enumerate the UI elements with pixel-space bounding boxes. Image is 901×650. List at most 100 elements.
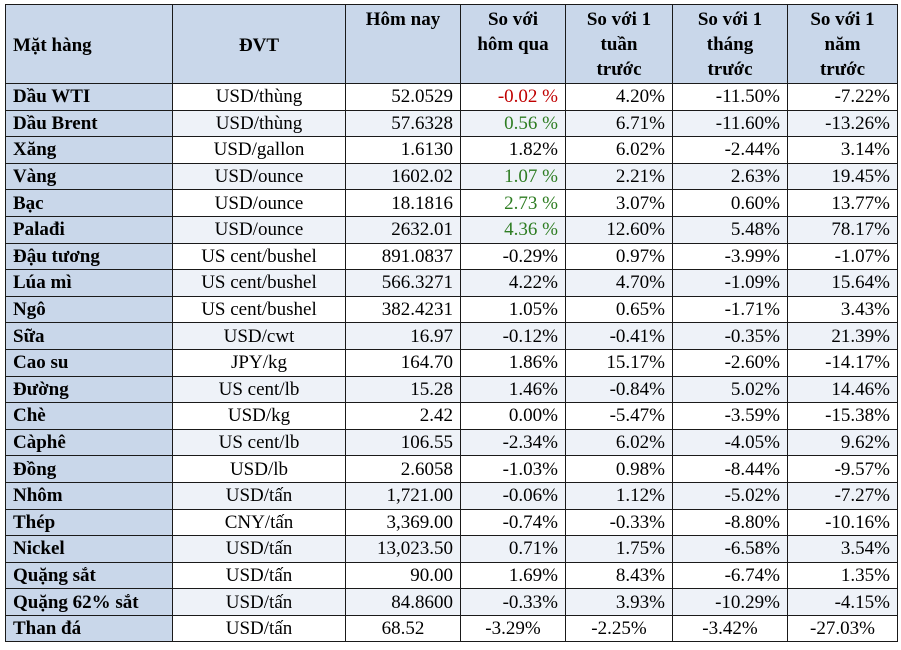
unit-cell: US cent/lb [172, 375, 346, 404]
vs-week: 12.60% [565, 215, 673, 244]
vs-year: 3.43% [787, 295, 898, 324]
vs-month: 5.02% [672, 375, 788, 404]
vs-month: -3.42% [672, 614, 788, 643]
vs-month: 0.60% [672, 189, 788, 217]
unit-cell: USD/cwt [172, 322, 346, 350]
vs-week: 8.43% [565, 561, 673, 590]
commodity-name: Than đá [5, 614, 173, 643]
vs-week: -5.47% [565, 402, 673, 430]
vs-yesterday: 0.56 % [460, 109, 566, 138]
table-row: Dầu WTI USD/thùng 52.0529 -0.02 % 4.20% -11.5… [5, 83, 898, 111]
table-row: Ngô US cent/bushel 382.4231 1.05% 0.65% -1.71… [5, 295, 898, 324]
vs-month: 5.48% [672, 215, 788, 244]
table-row: Sữa USD/cwt 16.97 -0.12% -0.41% -0.35% 21.39% [5, 322, 898, 350]
vs-yesterday: -0.12% [460, 322, 566, 350]
unit-cell: USD/tấn [172, 535, 346, 563]
unit-cell: USD/tấn [172, 561, 346, 590]
vs-week: 15.17% [565, 348, 673, 377]
vs-month: -5.02% [672, 481, 788, 510]
commodity-name: Quặng 62% sắt [5, 588, 173, 616]
vs-year: 19.45% [787, 162, 898, 191]
vs-yesterday: 1.46% [460, 375, 566, 404]
today-price: 18.1816 [345, 189, 461, 217]
unit-cell: USD/gallon [172, 136, 346, 164]
commodity-name: Chè [5, 402, 173, 430]
today-price: 891.0837 [345, 242, 461, 271]
unit-cell: US cent/bushel [172, 269, 346, 297]
today-price: 1602.02 [345, 162, 461, 191]
unit-cell: USD/ounce [172, 189, 346, 217]
commodity-name: Cao su [5, 348, 173, 377]
vs-yesterday: 2.73 % [460, 189, 566, 217]
vs-week: -0.33% [565, 508, 673, 537]
vs-month: -2.60% [672, 348, 788, 377]
vs-month: -3.59% [672, 402, 788, 430]
commodity-name: Vàng [5, 162, 173, 191]
unit-cell: JPY/kg [172, 348, 346, 377]
vs-week: 4.70% [565, 269, 673, 297]
vs-year: 3.14% [787, 136, 898, 164]
vs-week: 1.12% [565, 481, 673, 510]
commodity-name: Nhôm [5, 481, 173, 510]
vs-week: 3.93% [565, 588, 673, 616]
vs-year: 21.39% [787, 322, 898, 350]
vs-month: -10.29% [672, 588, 788, 616]
vs-yesterday: 1.82% [460, 136, 566, 164]
vs-year: 1.35% [787, 561, 898, 590]
vs-month: -1.09% [672, 269, 788, 297]
header-today: Hôm nay [345, 4, 461, 84]
commodity-name: Xăng [5, 136, 173, 164]
vs-yesterday: 4.36 % [460, 215, 566, 244]
today-price: 1,721.00 [345, 481, 461, 510]
vs-week: 6.71% [565, 109, 673, 138]
today-price: 2.42 [345, 402, 461, 430]
table-row: Đậu tương US cent/bushel 891.0837 -0.29% 0.9… [5, 242, 898, 271]
vs-year: -14.17% [787, 348, 898, 377]
vs-year: -15.38% [787, 402, 898, 430]
vs-yesterday: 4.22% [460, 269, 566, 297]
vs-yesterday: -1.03% [460, 455, 566, 483]
vs-month: -6.58% [672, 535, 788, 563]
vs-week: 2.21% [565, 162, 673, 191]
unit-cell: USD/tấn [172, 481, 346, 510]
vs-year: -27.03% [787, 614, 898, 643]
today-price: 57.6328 [345, 109, 461, 138]
table-row: Nickel USD/tấn 13,023.50 0.71% 1.75% -6.58% 3.… [5, 535, 898, 563]
vs-yesterday: 1.86% [460, 348, 566, 377]
unit-cell: USD/thùng [172, 109, 346, 138]
commodity-name: Thép [5, 508, 173, 537]
vs-week: 6.02% [565, 136, 673, 164]
vs-month: -11.60% [672, 109, 788, 138]
unit-cell: USD/kg [172, 402, 346, 430]
vs-yesterday: 1.07 % [460, 162, 566, 191]
header-commodity: Mặt hàng [5, 4, 173, 84]
today-price: 13,023.50 [345, 535, 461, 563]
unit-cell: CNY/tấn [172, 508, 346, 537]
vs-yesterday: 0.71% [460, 535, 566, 563]
unit-cell: US cent/lb [172, 428, 346, 457]
vs-month: -11.50% [672, 83, 788, 111]
vs-week: 3.07% [565, 189, 673, 217]
header-vs-month: So với 1 tháng trước [672, 4, 788, 84]
commodity-name: Ngô [5, 295, 173, 324]
vs-year: -1.07% [787, 242, 898, 271]
vs-week: -0.84% [565, 375, 673, 404]
today-price: 68.52 [345, 614, 461, 643]
vs-year: -10.16% [787, 508, 898, 537]
vs-week: 0.97% [565, 242, 673, 271]
table-row: Dầu Brent USD/thùng 57.6328 0.56 % 6.71% -11.… [5, 109, 898, 138]
today-price: 164.70 [345, 348, 461, 377]
table-row: Quặng 62% sắt USD/tấn 84.8600 -0.33% 3.93% -1… [5, 588, 898, 616]
commodity-name: Palađi [5, 215, 173, 244]
commodity-name: Bạc [5, 189, 173, 217]
table-row: Đường US cent/lb 15.28 1.46% -0.84% 5.02% 14.4… [5, 375, 898, 404]
vs-month: -8.44% [672, 455, 788, 483]
commodity-name: Sữa [5, 322, 173, 350]
unit-cell: USD/tấn [172, 588, 346, 616]
unit-cell: US cent/bushel [172, 295, 346, 324]
vs-year: -13.26% [787, 109, 898, 138]
today-price: 90.00 [345, 561, 461, 590]
vs-month: -2.44% [672, 136, 788, 164]
table-row: Than đá USD/tấn 68.52 -3.29% -2.25% -3.42% -27… [5, 614, 898, 643]
today-price: 15.28 [345, 375, 461, 404]
